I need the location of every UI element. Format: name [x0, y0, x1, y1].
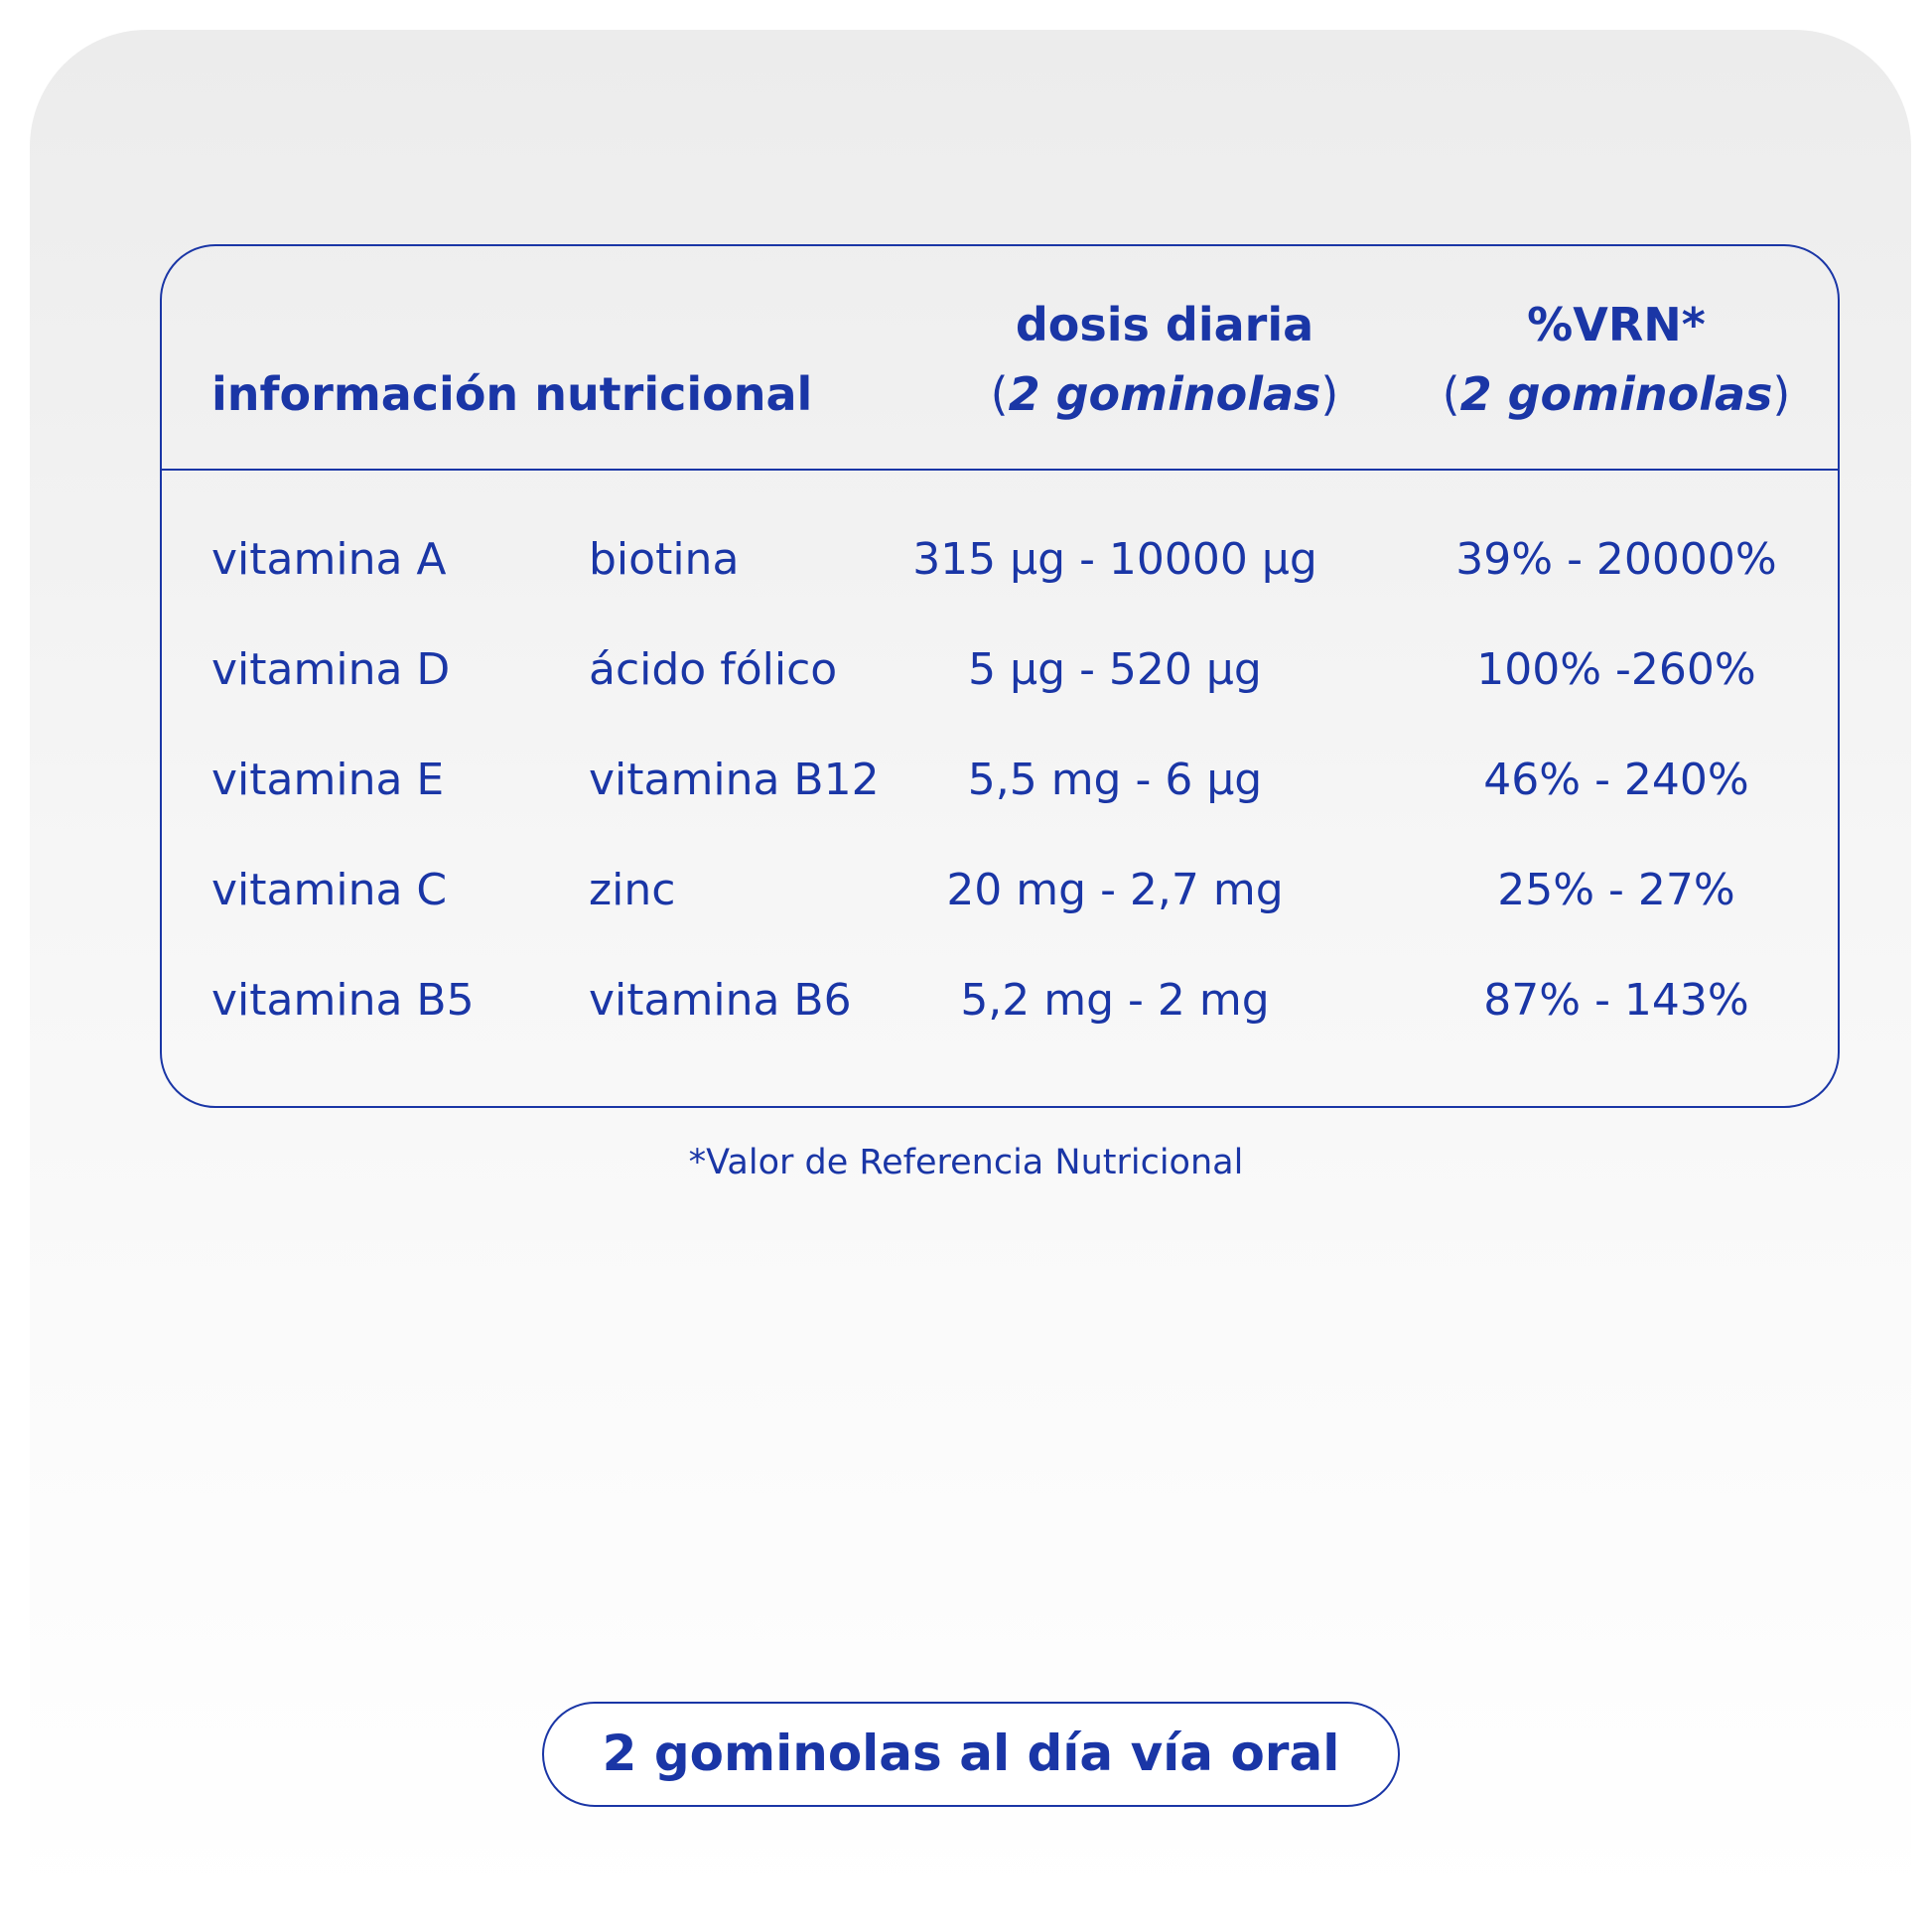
table-row: vitamina B5 vitamina B6 5,2 mg - 2 mg 87…: [162, 971, 1838, 1031]
nutrient-1: vitamina B5: [211, 975, 475, 1026]
nutrient-2: vitamina B12: [589, 755, 880, 805]
dose-value: 5 µg - 520 µg: [968, 644, 1262, 695]
header-nutrition-info: información nutricional: [211, 367, 813, 421]
vrn-value: 100% -260%: [1476, 644, 1756, 695]
footnote: *Valor de Referencia Nutricional: [688, 1143, 1244, 1182]
dose-value: 315 µg - 10000 µg: [912, 534, 1317, 585]
table-row: vitamina D ácido fólico 5 µg - 520 µg 10…: [162, 640, 1838, 700]
nutrient-2: ácido fólico: [589, 644, 838, 695]
nutrient-1: vitamina E: [211, 755, 445, 805]
table-row: vitamina A biotina 315 µg - 10000 µg 39%…: [162, 530, 1838, 590]
header-vrn: %VRN* (2 gominolas): [1388, 290, 1845, 429]
vrn-value: 46% - 240%: [1483, 755, 1749, 805]
header-vrn-title: %VRN*: [1527, 298, 1706, 351]
vrn-value: 25% - 27%: [1497, 865, 1735, 915]
header-daily-dose: dosis diaria (2 gominolas): [956, 290, 1373, 429]
nutrient-2: biotina: [589, 534, 740, 585]
header-daily-dose-sub: (2 gominolas): [990, 367, 1339, 421]
header-divider: [162, 469, 1838, 471]
header-vrn-sub: (2 gominolas): [1442, 367, 1791, 421]
nutrient-2: vitamina B6: [589, 975, 852, 1026]
vrn-value: 39% - 20000%: [1455, 534, 1777, 585]
nutrient-2: zinc: [589, 865, 676, 915]
table-row: vitamina C zinc 20 mg - 2,7 mg 25% - 27%: [162, 861, 1838, 920]
dose-value: 5,5 mg - 6 µg: [967, 755, 1263, 805]
nutrition-table: información nutricional dosis diaria (2 …: [160, 244, 1840, 1108]
dose-value: 5,2 mg - 2 mg: [960, 975, 1270, 1026]
nutrient-1: vitamina C: [211, 865, 448, 915]
dosage-pill: 2 gominolas al día vía oral: [542, 1702, 1400, 1807]
background-card: información nutricional dosis diaria (2 …: [30, 30, 1911, 1906]
nutrient-1: vitamina A: [211, 534, 447, 585]
dose-value: 20 mg - 2,7 mg: [946, 865, 1284, 915]
vrn-value: 87% - 143%: [1483, 975, 1749, 1026]
nutrient-1: vitamina D: [211, 644, 451, 695]
header-daily-dose-title: dosis diaria: [1015, 298, 1314, 351]
table-row: vitamina E vitamina B12 5,5 mg - 6 µg 46…: [162, 751, 1838, 810]
